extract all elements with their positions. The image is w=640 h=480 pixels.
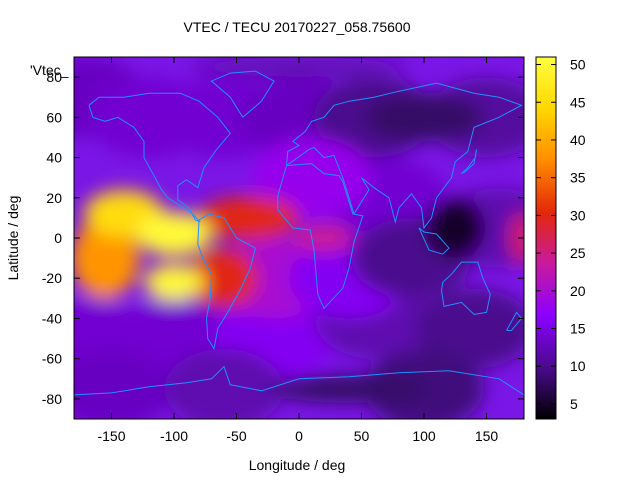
heat-feature xyxy=(144,264,204,301)
colorbar-tick-label: 5 xyxy=(570,396,578,412)
x-tick-label: 150 xyxy=(475,428,499,444)
heat-cell xyxy=(251,137,372,218)
coastline xyxy=(74,365,524,396)
y-tick-label: 0 xyxy=(54,230,62,246)
x-tick-label: 100 xyxy=(412,428,436,444)
heat-feature xyxy=(425,197,486,258)
heat-cell xyxy=(364,348,484,419)
heat-feature xyxy=(74,218,140,299)
y-tick-label: 80 xyxy=(46,69,62,85)
y-tick-label: -40 xyxy=(42,310,62,326)
y-tick-label: -20 xyxy=(42,270,62,286)
x-tick-label: -100 xyxy=(160,428,188,444)
y-tick-label: 40 xyxy=(46,150,62,166)
colorbar-tick-label: 40 xyxy=(570,132,586,148)
coastline xyxy=(440,261,491,315)
plot-area: -150 -100 -50 0 50 100 150 -80 -60 -40 -20 0 20 40 60… xyxy=(30,56,525,444)
heatmap-field xyxy=(74,57,524,419)
coastline xyxy=(88,92,231,223)
chart-title: VTEC / TECU 20170227_058.75600 xyxy=(183,19,410,35)
x-axis-ticks: -150 -100 -50 0 50 100 150 xyxy=(97,57,498,444)
colorbar-tick-label: 30 xyxy=(570,207,586,223)
y-axis-label: Latitude / deg xyxy=(5,196,21,281)
coastline xyxy=(461,149,477,175)
y-tick-label: 20 xyxy=(46,190,62,206)
y-tick-label: 60 xyxy=(46,109,62,125)
x-tick-label: -50 xyxy=(226,428,246,444)
coastline xyxy=(210,70,275,118)
heat-feature xyxy=(136,211,212,256)
heat-cell xyxy=(74,348,172,419)
heat-feature xyxy=(190,248,258,309)
key-label: 'Vtec_ xyxy=(30,62,69,78)
heat-feature xyxy=(364,93,484,142)
coastline xyxy=(277,163,364,310)
colorbar-tick-label: 10 xyxy=(570,358,586,374)
coastlines xyxy=(74,70,524,396)
colorbar: 5 10 15 20 25 30 35 40 45 50 xyxy=(535,56,586,420)
colorbar-tick-label: 20 xyxy=(570,283,586,299)
x-tick-label: 50 xyxy=(354,428,370,444)
heat-cell xyxy=(414,288,524,369)
coastline xyxy=(197,213,256,350)
x-axis-label: Longitude / deg xyxy=(249,457,346,473)
colorbar-tick-label: 35 xyxy=(570,170,586,186)
colorbar-tick-label: 25 xyxy=(570,245,586,261)
coastline xyxy=(286,82,523,230)
x-tick-label: -150 xyxy=(97,428,125,444)
heat-feature xyxy=(509,212,524,264)
heat-feature xyxy=(269,374,429,403)
heat-cell xyxy=(164,348,284,419)
x-tick-label: 0 xyxy=(295,428,303,444)
colorbar-tick-label: 45 xyxy=(570,94,586,110)
heat-feature xyxy=(199,195,299,240)
y-axis-ticks: -80 -60 -40 -20 0 20 40 60 80 xyxy=(42,69,524,407)
coastline xyxy=(418,227,450,255)
colorbar-ticks: 5 10 15 20 25 30 35 40 45 50 xyxy=(536,57,586,412)
colorbar-tick-label: 15 xyxy=(570,321,586,337)
y-tick-label: -60 xyxy=(42,351,62,367)
colorbar-tick-label: 50 xyxy=(570,57,586,73)
heat-feature xyxy=(294,224,354,252)
colorbar-scale xyxy=(535,56,557,420)
y-tick-label: -80 xyxy=(42,391,62,407)
